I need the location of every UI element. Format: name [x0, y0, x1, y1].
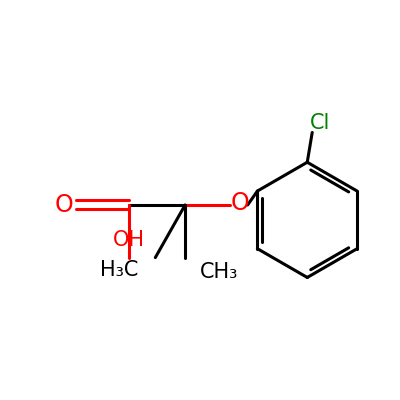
Text: O: O: [230, 191, 249, 215]
Text: CH₃: CH₃: [200, 262, 238, 282]
Text: Cl: Cl: [310, 112, 330, 132]
Text: O: O: [54, 193, 73, 217]
Text: OH: OH: [112, 230, 144, 250]
Text: H₃C: H₃C: [100, 260, 138, 280]
